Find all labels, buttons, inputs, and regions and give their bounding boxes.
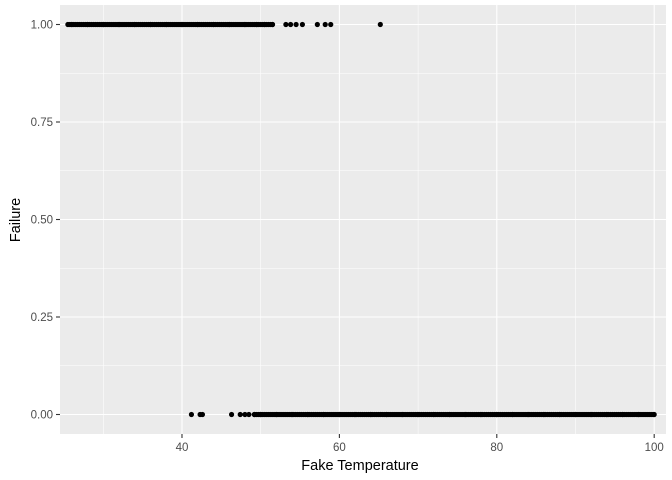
data-point — [541, 411, 547, 418]
data-point — [269, 21, 276, 28]
data-point — [289, 411, 295, 418]
data-point — [242, 21, 248, 28]
data-point — [188, 411, 195, 418]
data-point — [377, 21, 383, 28]
data-point — [132, 21, 138, 28]
data-point — [314, 21, 320, 28]
data-point — [287, 21, 294, 28]
data-point — [399, 411, 405, 418]
data-point — [147, 21, 154, 28]
data-point — [336, 411, 342, 418]
y-tick-label: 0.75 — [31, 117, 53, 129]
data-point — [588, 411, 594, 418]
x-axis-title: Fake Temperature — [301, 458, 418, 474]
data-point — [179, 21, 185, 28]
data-point — [328, 21, 334, 28]
data-point — [604, 411, 610, 418]
data-point — [635, 411, 642, 418]
data-point — [246, 411, 252, 418]
data-point — [100, 21, 106, 28]
data-point — [226, 21, 232, 28]
x-tick-label: 100 — [645, 442, 664, 454]
y-tick-label: 0.50 — [31, 215, 53, 227]
y-axis-ticks: 0.00 0.25 0.50 0.75 1.00 — [31, 20, 60, 422]
data-point — [254, 21, 260, 28]
data-point — [262, 21, 268, 28]
y-axis-title: Failure — [8, 198, 24, 242]
data-point — [322, 21, 328, 28]
data-point — [84, 21, 91, 28]
x-axis-ticks: 40 60 80 100 — [176, 434, 664, 454]
data-point — [620, 411, 626, 418]
data-point — [237, 411, 243, 418]
data-point — [299, 21, 305, 28]
data-point — [199, 411, 206, 418]
data-point — [242, 411, 248, 418]
data-point — [462, 411, 468, 418]
data-point — [195, 21, 201, 28]
grid-major — [60, 5, 666, 434]
data-point — [283, 21, 289, 28]
data-point — [572, 411, 579, 418]
y-tick-label: 0.00 — [31, 410, 53, 422]
data-point — [116, 21, 122, 28]
data-point — [251, 411, 257, 418]
data-point — [557, 411, 563, 418]
data-point — [352, 411, 358, 418]
data-point — [478, 411, 484, 418]
data-point — [494, 411, 500, 418]
data-point — [509, 411, 516, 418]
data-point — [525, 411, 531, 418]
data-point — [415, 411, 421, 418]
data-point — [651, 411, 657, 418]
data-point — [228, 411, 235, 418]
x-tick-label: 60 — [333, 442, 346, 454]
data-point — [321, 411, 327, 418]
data-point — [273, 411, 280, 418]
y-tick-label: 1.00 — [31, 20, 53, 32]
data-point — [431, 411, 437, 418]
data-point — [163, 21, 169, 28]
data-point — [258, 411, 264, 418]
data-point — [69, 21, 75, 28]
x-tick-label: 80 — [490, 442, 503, 454]
data-point — [384, 411, 390, 418]
data-point — [293, 21, 299, 28]
data-point — [305, 411, 311, 418]
data-points — [65, 21, 657, 418]
y-tick-label: 0.25 — [31, 312, 53, 324]
data-point — [210, 21, 217, 28]
data-point — [446, 411, 453, 418]
x-tick-label: 40 — [176, 442, 189, 454]
data-point — [368, 411, 374, 418]
